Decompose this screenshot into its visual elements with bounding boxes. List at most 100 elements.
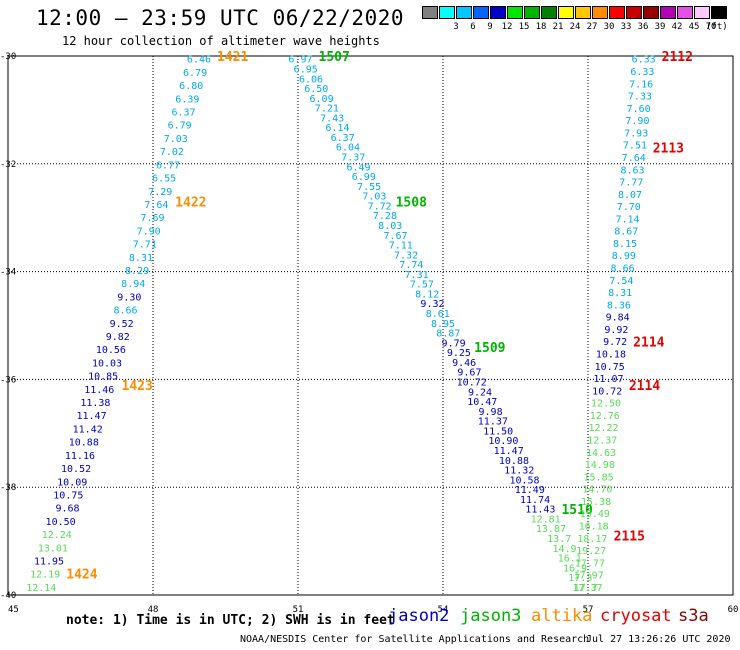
wave-height-value: 10.58 [509, 475, 539, 486]
wave-height-value: 7.43 [320, 113, 344, 124]
lon-tick-label: 45 [8, 605, 19, 615]
legend-jason3: jason3 [460, 606, 522, 626]
wave-height-value: 8.29 [125, 266, 149, 277]
lon-tick-label: 48 [148, 605, 159, 615]
legend-label: 15 [518, 22, 530, 32]
wave-height-value: 8.95 [431, 319, 455, 330]
pass-time-label: 1423 [122, 379, 153, 394]
wave-height-value: 16.18 [579, 521, 609, 532]
wave-height-value: 7.71 [133, 240, 157, 251]
wave-height-value: 10.52 [61, 464, 91, 475]
pass-time-label: 2112 [662, 50, 693, 65]
wave-height-value: 14.70 [582, 485, 612, 496]
wave-height-value: 17.7 [574, 583, 598, 594]
wave-height-value: 12.37 [587, 436, 617, 447]
pass-time-label: 2114 [629, 379, 660, 394]
wave-height-value: 9.30 [117, 292, 141, 303]
legend-swatch [558, 6, 574, 19]
wave-height-value: 6.97 [288, 55, 312, 66]
wave-height-value: 9.92 [604, 325, 628, 336]
wave-height-value: 6.79 [168, 121, 192, 132]
wave-height-value: 7.69 [141, 213, 165, 224]
legend-label: 33 [620, 22, 632, 32]
wave-height-value: 8.67 [614, 227, 638, 238]
legend-label: 42 [671, 22, 683, 32]
wave-height-value: 6.39 [175, 94, 199, 105]
wave-height-value: 14.98 [585, 460, 615, 471]
legend-jason2: jason2 [388, 606, 450, 626]
wave-height-value: 17.77 [575, 558, 605, 569]
wave-height-value: 6.09 [310, 94, 334, 105]
wave-height-value: 7.64 [144, 200, 168, 211]
wave-height-value: 6.49 [346, 162, 370, 173]
wave-height-value: 7.11 [389, 241, 413, 252]
wave-height-value: 7.14 [615, 214, 639, 225]
wave-height-value: 10.72 [457, 377, 487, 388]
wave-height-value: 11.07 [593, 374, 623, 385]
wave-height-value: 6.50 [304, 84, 328, 95]
legend-label: 45 [688, 22, 700, 32]
legend-swatch [626, 6, 642, 19]
wave-height-value: 9.68 [55, 504, 79, 515]
legend-label: 12 [501, 22, 513, 32]
wave-height-value: 10.75 [53, 490, 83, 501]
wave-height-value: 6.37 [171, 108, 195, 119]
wave-height-value: 11.95 [34, 557, 64, 568]
wave-height-value: 14.9 [552, 544, 576, 555]
pass-time-label: 1509 [474, 341, 505, 356]
wave-height-value: 12.22 [588, 423, 618, 434]
wave-height-value: 10.88 [69, 438, 99, 449]
wave-height-value: 13.7 [547, 534, 571, 545]
wave-height-value: 11.42 [73, 424, 103, 435]
wave-height-value: 16.1 [558, 554, 582, 565]
lon-tick-label: 51 [293, 605, 304, 615]
wave-height-value: 7.67 [383, 231, 407, 242]
wave-height-value: 7.70 [617, 202, 641, 213]
wave-height-value: 15.49 [580, 509, 610, 520]
pass-time-label: 2114 [633, 336, 664, 351]
legend-swatch [439, 6, 455, 19]
wave-height-value: 11.46 [84, 385, 114, 396]
map-frame [7, 55, 734, 596]
wave-height-value: 10.56 [96, 345, 126, 356]
wave-height-value: 9.98 [479, 407, 503, 418]
wave-height-value: 7.29 [148, 187, 172, 198]
wave-height-value: 7.64 [622, 153, 646, 164]
wave-height-value: 10.03 [92, 358, 122, 369]
timestamp-text: Jul 27 13:26:26 UTC 2020 [586, 634, 731, 645]
legend-swatch [643, 6, 659, 19]
legend-swatch [711, 6, 727, 19]
wave-height-value: 11.74 [520, 495, 550, 506]
wave-height-value: 11.49 [515, 485, 545, 496]
wave-height-value: 10.18 [596, 350, 626, 361]
wave-height-value: 19.27 [576, 546, 606, 557]
legend-swatch [456, 6, 472, 19]
wave-height-value: 6.55 [152, 174, 176, 185]
wave-height-value: 6.77 [156, 160, 180, 171]
pass-time-label: 1510 [561, 503, 592, 518]
pass-time-label: 1507 [319, 50, 350, 65]
legend-swatch [660, 6, 676, 19]
wave-height-value: 13.01 [38, 543, 68, 554]
wave-height-value: 9.79 [442, 338, 466, 349]
wave-height-value: 6.04 [336, 143, 360, 154]
lon-tick-label: 57 [583, 605, 594, 615]
wave-height-value: 7.02 [160, 147, 184, 158]
wave-height-value: 7.28 [373, 211, 397, 222]
pass-time-label: 1422 [175, 196, 206, 211]
wave-height-value: 9.24 [468, 387, 492, 398]
legend-swatch [422, 6, 438, 19]
wave-height-value: 9.67 [457, 368, 481, 379]
pass-time-label: 1508 [396, 196, 427, 211]
wave-height-value: 10.88 [499, 456, 529, 467]
legend-label: 39 [654, 22, 666, 32]
wave-height-value: 9.84 [606, 313, 630, 324]
wave-height-value: 11.16 [65, 451, 95, 462]
wave-height-value: 7.74 [399, 260, 423, 271]
legend-label: 30 [603, 22, 615, 32]
legend-label: 9 [487, 22, 493, 32]
wave-height-value: 6.79 [183, 68, 207, 79]
legend-altika: altika [531, 606, 593, 626]
wave-height-value: 7.90 [137, 226, 161, 237]
lat-tick-label: -40 [0, 591, 16, 601]
